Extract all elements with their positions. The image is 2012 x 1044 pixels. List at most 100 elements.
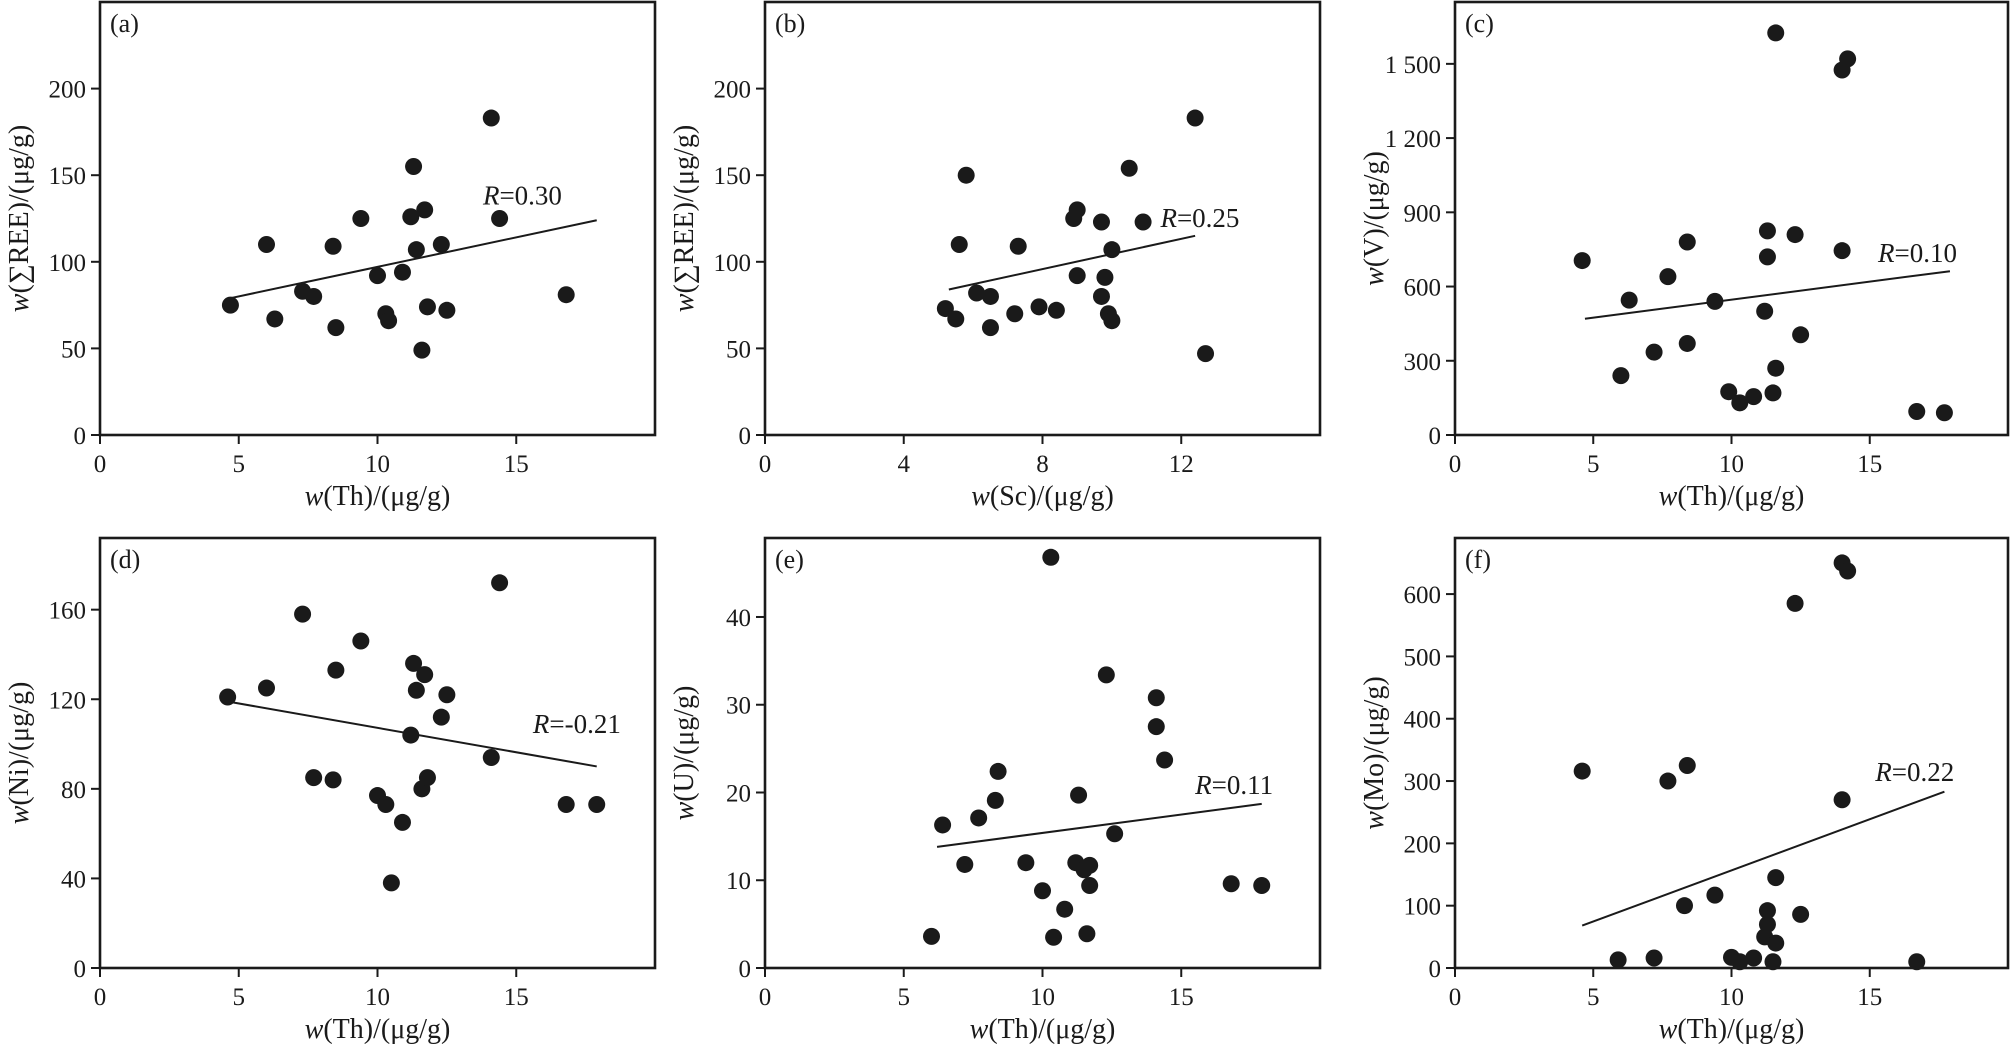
data-point xyxy=(1042,548,1060,566)
data-point xyxy=(970,809,988,827)
data-point xyxy=(1786,594,1804,612)
x-tick-label: 0 xyxy=(759,451,772,478)
data-point xyxy=(1731,953,1749,971)
y-tick-label: 200 xyxy=(49,77,87,104)
data-point xyxy=(1573,762,1591,780)
data-point xyxy=(438,301,456,319)
data-point xyxy=(327,319,345,337)
plot-frame xyxy=(98,0,657,437)
data-point xyxy=(432,235,450,253)
y-tick-label: 100 xyxy=(714,250,752,277)
regression-line xyxy=(936,802,1262,848)
x-tick-label: 10 xyxy=(1719,984,1744,1011)
correlation-label: R=-0.21 xyxy=(532,709,621,739)
data-point xyxy=(1645,949,1663,967)
data-point xyxy=(588,796,606,814)
data-point xyxy=(407,681,425,699)
y-tick-label: 20 xyxy=(726,780,751,807)
regression-line xyxy=(1584,270,1951,320)
x-tick-label: 10 xyxy=(365,984,390,1011)
data-point xyxy=(1006,305,1024,323)
x-tick-label: 0 xyxy=(1449,984,1462,1011)
data-point xyxy=(1620,291,1638,309)
y-tick-label: 50 xyxy=(726,336,751,363)
data-point xyxy=(352,632,370,650)
data-point xyxy=(957,166,975,184)
x-tick-label: 12 xyxy=(1169,451,1194,478)
data-point xyxy=(327,661,345,679)
data-point xyxy=(393,263,411,281)
data-point xyxy=(1081,856,1099,874)
correlation-label: R=0.30 xyxy=(482,181,562,211)
data-point xyxy=(407,241,425,259)
data-point xyxy=(1767,869,1785,887)
y-tick-label: 160 xyxy=(49,598,87,625)
panel-label: (d) xyxy=(110,545,140,574)
data-point xyxy=(1678,233,1696,251)
data-point xyxy=(989,762,1007,780)
data-point xyxy=(986,791,1004,809)
y-tick-label: 1 500 xyxy=(1385,52,1441,79)
x-tick-label: 15 xyxy=(1857,451,1882,478)
data-point xyxy=(1103,312,1121,330)
x-tick-label: 8 xyxy=(1036,451,1049,478)
data-point xyxy=(1678,334,1696,352)
x-tick-label: 0 xyxy=(759,984,772,1011)
data-point xyxy=(1756,302,1774,320)
data-point xyxy=(1081,877,1099,895)
panel-label: (c) xyxy=(1465,9,1494,38)
y-tick-label: 1 200 xyxy=(1385,126,1441,153)
x-axis-label: w(Th)/(μg/g) xyxy=(1659,1014,1805,1044)
data-point xyxy=(1034,882,1051,900)
data-point xyxy=(1197,345,1215,363)
y-axis-label: w(Ni)/(μg/g) xyxy=(4,682,35,825)
data-point xyxy=(1017,854,1035,872)
data-point xyxy=(382,874,400,892)
data-point xyxy=(1720,383,1738,401)
y-axis-label: w(Mo)/(μg/g) xyxy=(1359,676,1390,829)
x-tick-label: 15 xyxy=(1169,984,1194,1011)
data-point xyxy=(1068,201,1086,219)
y-tick-label: 400 xyxy=(1404,707,1442,734)
data-point xyxy=(1767,24,1785,42)
y-axis-label: w(∑REE)/(μg/g) xyxy=(4,125,35,312)
chart-panel-3: 0 5 10 15 0 300 600 900 1 200 1 500 (c) w(Th)/(μg/g… xyxy=(1359,0,2010,512)
data-point xyxy=(1758,222,1776,240)
plot-frame xyxy=(1453,0,2010,437)
data-point xyxy=(1758,248,1776,266)
y-tick-label: 0 xyxy=(74,956,87,983)
data-point xyxy=(432,708,450,726)
y-tick-label: 30 xyxy=(726,693,751,720)
data-point xyxy=(324,237,342,255)
data-point xyxy=(1222,875,1240,893)
data-point xyxy=(294,605,312,623)
data-point xyxy=(482,109,500,127)
data-point xyxy=(1106,825,1124,843)
panel-label: (a) xyxy=(110,9,139,38)
y-tick-label: 300 xyxy=(1404,769,1442,796)
x-axis-label: w(Th)/(μg/g) xyxy=(305,481,451,512)
data-point xyxy=(258,235,275,253)
data-point xyxy=(1009,237,1027,255)
data-point xyxy=(1147,689,1165,707)
data-point xyxy=(1745,949,1763,967)
correlation-label: R=0.22 xyxy=(1874,757,1954,787)
y-tick-label: 80 xyxy=(61,777,86,804)
y-tick-label: 50 xyxy=(61,336,86,363)
panel-label: (f) xyxy=(1465,545,1491,574)
data-point xyxy=(1056,900,1074,918)
x-tick-label: 5 xyxy=(1587,984,1600,1011)
data-point xyxy=(1758,915,1776,933)
plot-frame xyxy=(1453,536,2010,970)
data-point xyxy=(219,688,237,706)
data-point xyxy=(418,298,436,316)
panel-label: (e) xyxy=(775,545,804,574)
data-point xyxy=(221,296,239,314)
y-tick-label: 600 xyxy=(1404,275,1442,302)
data-point xyxy=(1675,897,1693,915)
data-point xyxy=(416,201,434,219)
plot-frame xyxy=(763,536,1322,970)
y-axis-label: w(U)/(μg/g) xyxy=(669,686,700,821)
data-point xyxy=(1659,268,1677,286)
data-point xyxy=(405,654,423,672)
